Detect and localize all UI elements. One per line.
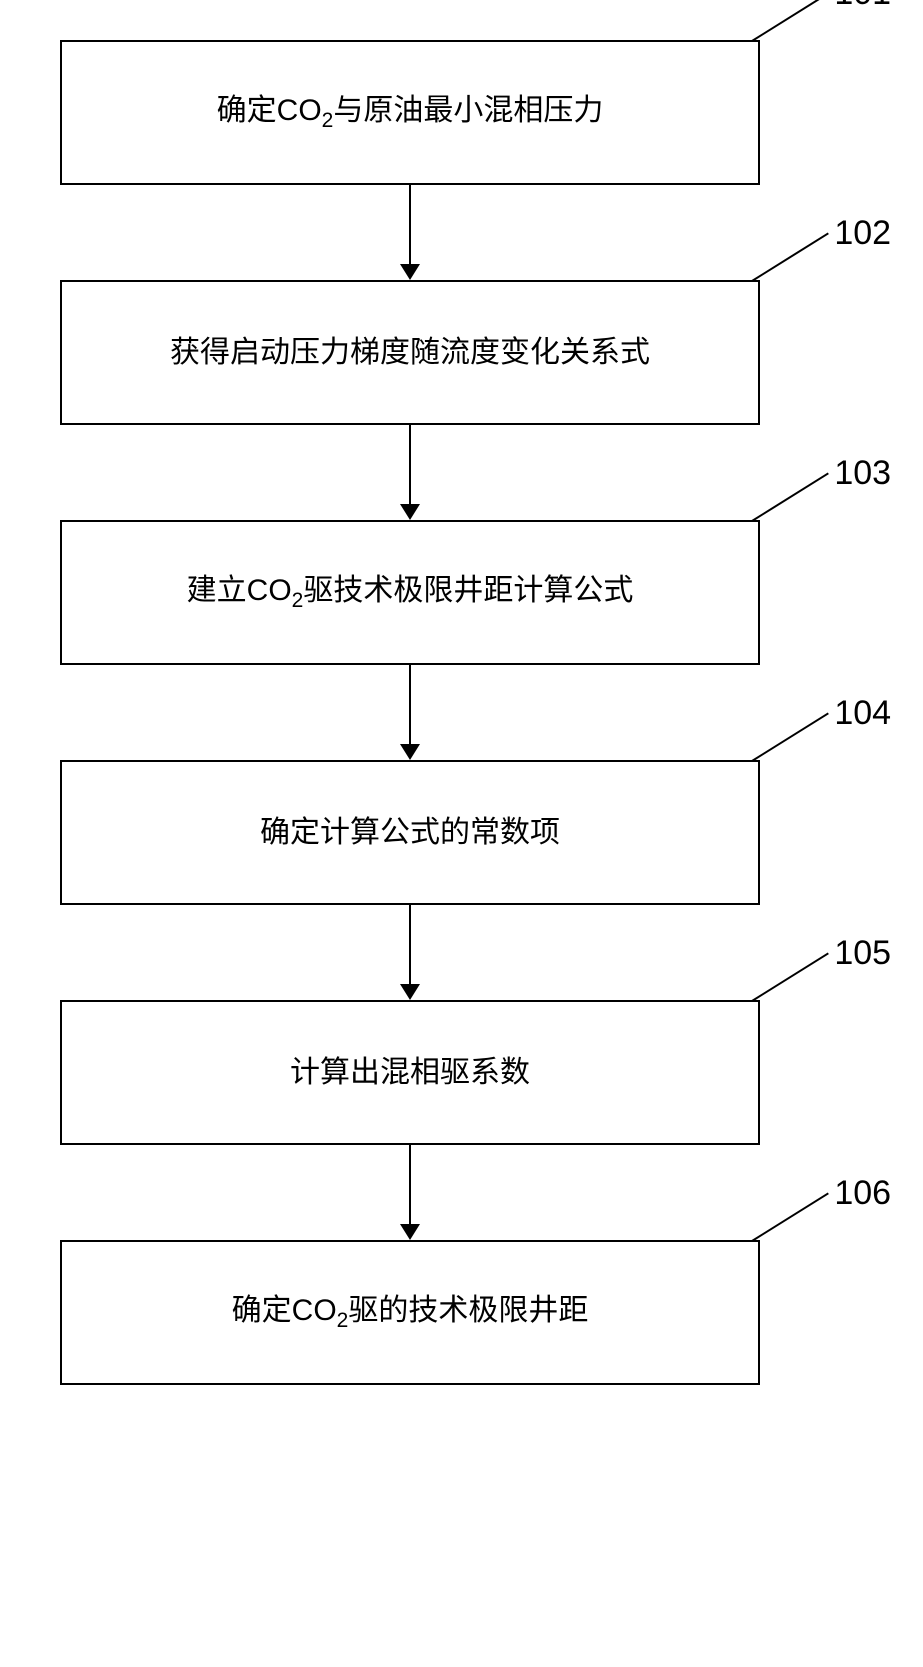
- label-leader: 102: [752, 280, 842, 282]
- arrow-connector: [60, 425, 760, 520]
- flowchart-node-row: 确定计算公式的常数项 104: [20, 760, 903, 905]
- label-leader: 105: [752, 1000, 842, 1002]
- leader-line: [751, 712, 828, 761]
- label-leader: 103: [752, 520, 842, 522]
- flowchart-node-n2: 获得启动压力梯度随流度变化关系式: [60, 280, 760, 425]
- label-leader: 106: [752, 1240, 842, 1242]
- flowchart-node-row: 获得启动压力梯度随流度变化关系式 102: [20, 280, 903, 425]
- flowchart-node-row: 确定CO2与原油最小混相压力 101: [20, 40, 903, 185]
- leader-line: [751, 472, 828, 521]
- node-text: 确定CO2驱的技术极限井距: [232, 1291, 589, 1334]
- arrow-connector: [60, 665, 760, 760]
- node-text: 获得启动压力梯度随流度变化关系式: [170, 333, 650, 372]
- node-label: 102: [834, 214, 891, 253]
- leader-line: [751, 952, 828, 1001]
- flowchart-node-n1: 确定CO2与原油最小混相压力: [60, 40, 760, 185]
- flowchart-node-row: 确定CO2驱的技术极限井距 106: [20, 1240, 903, 1385]
- arrow-down: [394, 1145, 426, 1240]
- arrow-connector: [60, 185, 760, 280]
- flowchart-container: 确定CO2与原油最小混相压力 101 获得启动压力梯度随流度变化关系式 102 建立CO…: [20, 40, 903, 1385]
- arrow-down: [394, 905, 426, 1000]
- flowchart-node-row: 计算出混相驱系数 105: [20, 1000, 903, 1145]
- flowchart-node-n5: 计算出混相驱系数: [60, 1000, 760, 1145]
- flowchart-node-row: 建立CO2驱技术极限井距计算公式 103: [20, 520, 903, 665]
- node-text: 确定CO2与原油最小混相压力: [217, 91, 604, 134]
- label-leader: 101: [752, 40, 842, 42]
- node-label: 101: [834, 0, 891, 13]
- node-label: 105: [834, 934, 891, 973]
- label-leader: 104: [752, 760, 842, 762]
- node-label: 104: [834, 694, 891, 733]
- node-label: 103: [834, 454, 891, 493]
- flowchart-node-n3: 建立CO2驱技术极限井距计算公式: [60, 520, 760, 665]
- arrow-down: [394, 185, 426, 280]
- flowchart-node-n4: 确定计算公式的常数项: [60, 760, 760, 905]
- arrow-connector: [60, 1145, 760, 1240]
- arrow-connector: [60, 905, 760, 1000]
- node-text: 建立CO2驱技术极限井距计算公式: [187, 571, 634, 614]
- arrow-down: [394, 665, 426, 760]
- node-text: 计算出混相驱系数: [290, 1053, 530, 1092]
- flowchart-node-n6: 确定CO2驱的技术极限井距: [60, 1240, 760, 1385]
- arrow-down: [394, 425, 426, 520]
- node-text: 确定计算公式的常数项: [260, 813, 560, 852]
- node-label: 106: [834, 1174, 891, 1213]
- leader-line: [751, 232, 828, 281]
- leader-line: [751, 1192, 828, 1241]
- leader-line: [751, 0, 828, 42]
